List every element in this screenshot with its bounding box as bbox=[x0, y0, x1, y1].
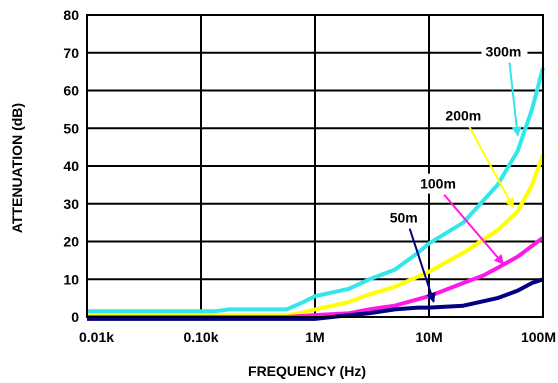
annotations: 300m 200m 100m 50m bbox=[381, 41, 528, 303]
y-tick-label: 60 bbox=[63, 83, 79, 99]
annotation-arrow-200m bbox=[468, 126, 515, 209]
annotation-arrow-100m bbox=[443, 194, 505, 265]
y-tick-label: 0 bbox=[71, 309, 79, 325]
plot-frame bbox=[86, 14, 544, 318]
x-axis-title: FREQUENCY (Hz) bbox=[248, 363, 366, 379]
tick-labels: 0 10 20 30 40 50 60 70 80 0.01k 0.10k 1M 10M 100M bbox=[63, 7, 556, 345]
x-tick-label: 10M bbox=[415, 329, 442, 345]
series-line-300m bbox=[87, 67, 545, 314]
y-tick-label: 10 bbox=[63, 271, 79, 287]
annotation-arrow-300m bbox=[508, 62, 522, 137]
x-tick-label: 100M bbox=[521, 329, 556, 345]
annotation-backing bbox=[381, 207, 428, 228]
annotation-label-100m: 100m bbox=[420, 176, 456, 192]
annotation-backing bbox=[416, 173, 463, 194]
y-tick-label: 40 bbox=[63, 158, 79, 174]
series-line-50m bbox=[87, 277, 544, 321]
annotation-arrow-50m bbox=[408, 228, 436, 303]
y-axis-title: ATTENUATION (dB) bbox=[9, 103, 25, 233]
annotation-label-200m: 200m bbox=[445, 108, 481, 124]
x-tick-label: 1M bbox=[305, 329, 324, 345]
y-tick-label: 70 bbox=[63, 45, 79, 61]
y-tick-label: 50 bbox=[63, 120, 79, 136]
annotation-label-300m: 300m bbox=[486, 44, 522, 60]
grid bbox=[86, 14, 544, 318]
annotation-label-50m: 50m bbox=[390, 210, 418, 226]
plot-frame-group bbox=[86, 14, 544, 318]
y-tick-label: 30 bbox=[63, 196, 79, 212]
y-tick-label: 80 bbox=[63, 7, 79, 23]
annotation-backing bbox=[481, 41, 528, 62]
annotation-backing bbox=[441, 105, 488, 126]
x-tick-label: 0.10k bbox=[183, 329, 218, 345]
y-tick-label: 20 bbox=[63, 234, 79, 250]
x-tick-label: 0.01k bbox=[79, 329, 114, 345]
